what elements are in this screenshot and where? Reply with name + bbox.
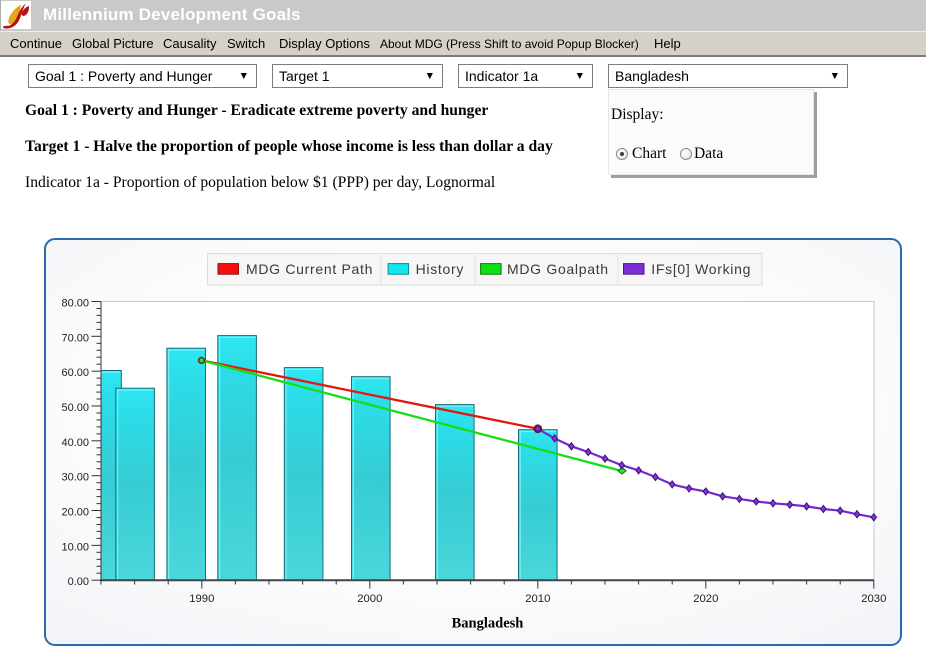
svg-text:2010: 2010 — [525, 593, 550, 605]
svg-text:2000: 2000 — [357, 593, 382, 605]
svg-text:2020: 2020 — [693, 593, 718, 605]
svg-text:MDG Current Path: MDG Current Path — [246, 261, 373, 277]
svg-text:0.00: 0.00 — [68, 576, 89, 588]
svg-text:History: History — [416, 261, 464, 277]
svg-text:70.00: 70.00 — [61, 332, 89, 344]
svg-text:MDG Goalpath: MDG Goalpath — [507, 261, 609, 277]
svg-text:30.00: 30.00 — [61, 472, 89, 484]
svg-text:10.00: 10.00 — [61, 541, 89, 553]
svg-text:2030: 2030 — [861, 593, 886, 605]
svg-text:50.00: 50.00 — [61, 402, 89, 414]
svg-text:1990: 1990 — [189, 593, 214, 605]
svg-text:20.00: 20.00 — [61, 507, 89, 519]
svg-text:40.00: 40.00 — [61, 437, 89, 449]
svg-text:80.00: 80.00 — [61, 298, 89, 310]
svg-text:Bangladesh: Bangladesh — [452, 616, 524, 632]
svg-text:60.00: 60.00 — [61, 367, 89, 379]
svg-text:IFs[0] Working: IFs[0] Working — [651, 261, 751, 277]
